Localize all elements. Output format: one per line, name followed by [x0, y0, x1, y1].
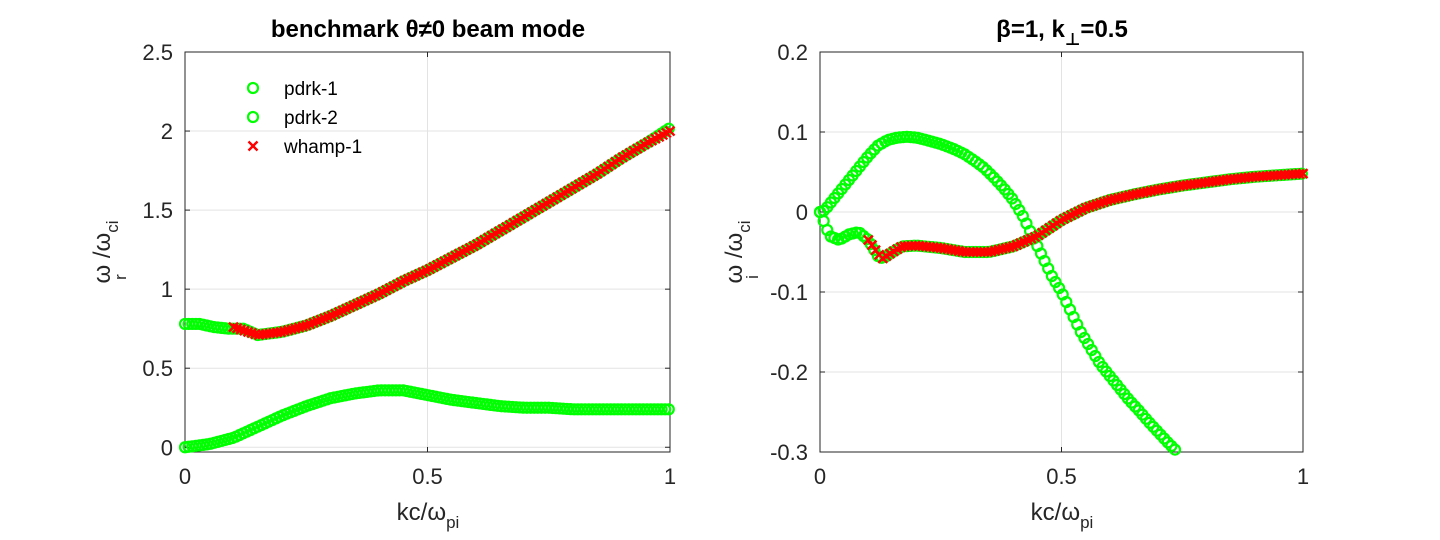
series-whamp-1-left: [228, 125, 676, 341]
chart-left-title: benchmark θ≠0 beam mode: [271, 16, 585, 43]
legend: pdrk-1 pdrk-2 whamp-1: [246, 79, 362, 158]
legend-label-whamp-1: whamp-1: [283, 137, 362, 158]
data-point-pdrk-1: [1078, 331, 1091, 345]
y-axis-label-right-sub: i: [743, 275, 762, 279]
y-tick-label: 2.5: [142, 40, 173, 65]
x-tick-label: 1: [1297, 464, 1309, 489]
legend-entry-whamp-1: whamp-1: [247, 137, 362, 158]
data-point-pdrk-1: [1081, 337, 1095, 351]
legend-label-pdrk-1: pdrk-1: [284, 79, 338, 100]
y-tick-label: 2: [161, 119, 173, 144]
x-axis-label-right: kc/ωpi: [1031, 499, 1094, 532]
data-point-pdrk-1: [1085, 343, 1098, 357]
legend-label-pdrk-2: pdrk-2: [284, 108, 338, 129]
series-pdrk-1-right: [813, 130, 1182, 456]
data-point-pdrk-1: [189, 317, 203, 331]
legend-entry-pdrk-1: pdrk-1: [246, 79, 338, 100]
y-tick-label: -0.2: [770, 360, 808, 385]
data-point-pdrk-2: [821, 223, 834, 237]
y-tick-label: 1: [161, 277, 173, 302]
data-point-pdrk-1: [1161, 436, 1174, 449]
data-point-whamp-1: [664, 125, 676, 137]
y-tick-label: 0.5: [142, 356, 173, 381]
y-tick-label: -0.3: [770, 440, 808, 465]
legend-entry-pdrk-2: pdrk-2: [246, 108, 338, 129]
data-point-pdrk-1: [1074, 325, 1087, 339]
x-tick-label: 0.5: [1046, 464, 1077, 489]
y-tick-label: 0: [161, 435, 173, 460]
y-tick-label: 0.2: [777, 40, 808, 65]
data-point-pdrk-1: [976, 161, 990, 174]
y-tick-label: -0.1: [770, 280, 808, 305]
data-point-pdrk-2: [659, 403, 672, 416]
legend-marker-whamp-1: [247, 140, 259, 152]
data-point-pdrk-1: [1013, 203, 1026, 217]
x-tick-label: 0: [179, 464, 191, 489]
data-point-pdrk-1: [1168, 443, 1182, 456]
data-point-pdrk-1: [1052, 281, 1066, 295]
data-point-pdrk-2: [868, 243, 881, 257]
data-point-pdrk-1: [1049, 275, 1062, 289]
x-tick-label: 1: [664, 464, 676, 489]
chart-right: β=1, k⊥=0.5 0 0.5 1 -0.3 -0.2 -0.1 0 0.1 0.2 kc/…: [721, 16, 1309, 532]
x-tick-label: 0.5: [412, 464, 443, 489]
y-axis-label-left: ω /ωci: [89, 220, 122, 283]
data-point-pdrk-1: [1089, 349, 1102, 363]
x-icon: [247, 140, 259, 152]
data-point-pdrk-1: [1045, 269, 1058, 283]
x-axis-label-left: kc/ωpi: [397, 499, 460, 532]
data-point-pdrk-1: [980, 164, 993, 177]
data-point-pdrk-2: [662, 403, 675, 416]
data-point-whamp-1: [1294, 168, 1305, 180]
y-tick-label: 1.5: [142, 198, 173, 223]
legend-marker-pdrk-1: [246, 81, 260, 95]
series-pdrk-2-left: [178, 384, 675, 454]
y-axis-label-right: ω /ωci: [721, 220, 754, 283]
y-tick-label: 0: [796, 200, 808, 225]
x-tick-label: 0: [814, 464, 826, 489]
data-point-whamp-1: [1297, 168, 1309, 179]
data-point-pdrk-1: [1165, 439, 1178, 453]
series-whamp-1-right: [862, 168, 1309, 264]
data-point-pdrk-1: [984, 167, 997, 181]
data-point-pdrk-2: [655, 403, 668, 416]
chart-right-title: β=1, k⊥=0.5: [996, 16, 1128, 49]
data-point-pdrk-1: [1009, 197, 1022, 211]
y-axis-label-left-sub: r: [111, 274, 130, 280]
chart-left: benchmark θ≠0 beam mode 0 0.5 1 0 0.5 1 1.5 2 2.…: [89, 16, 676, 532]
y-tick-label: 0.1: [777, 120, 808, 145]
series-pdrk-1-left: [178, 122, 675, 342]
legend-marker-pdrk-2: [246, 110, 260, 124]
